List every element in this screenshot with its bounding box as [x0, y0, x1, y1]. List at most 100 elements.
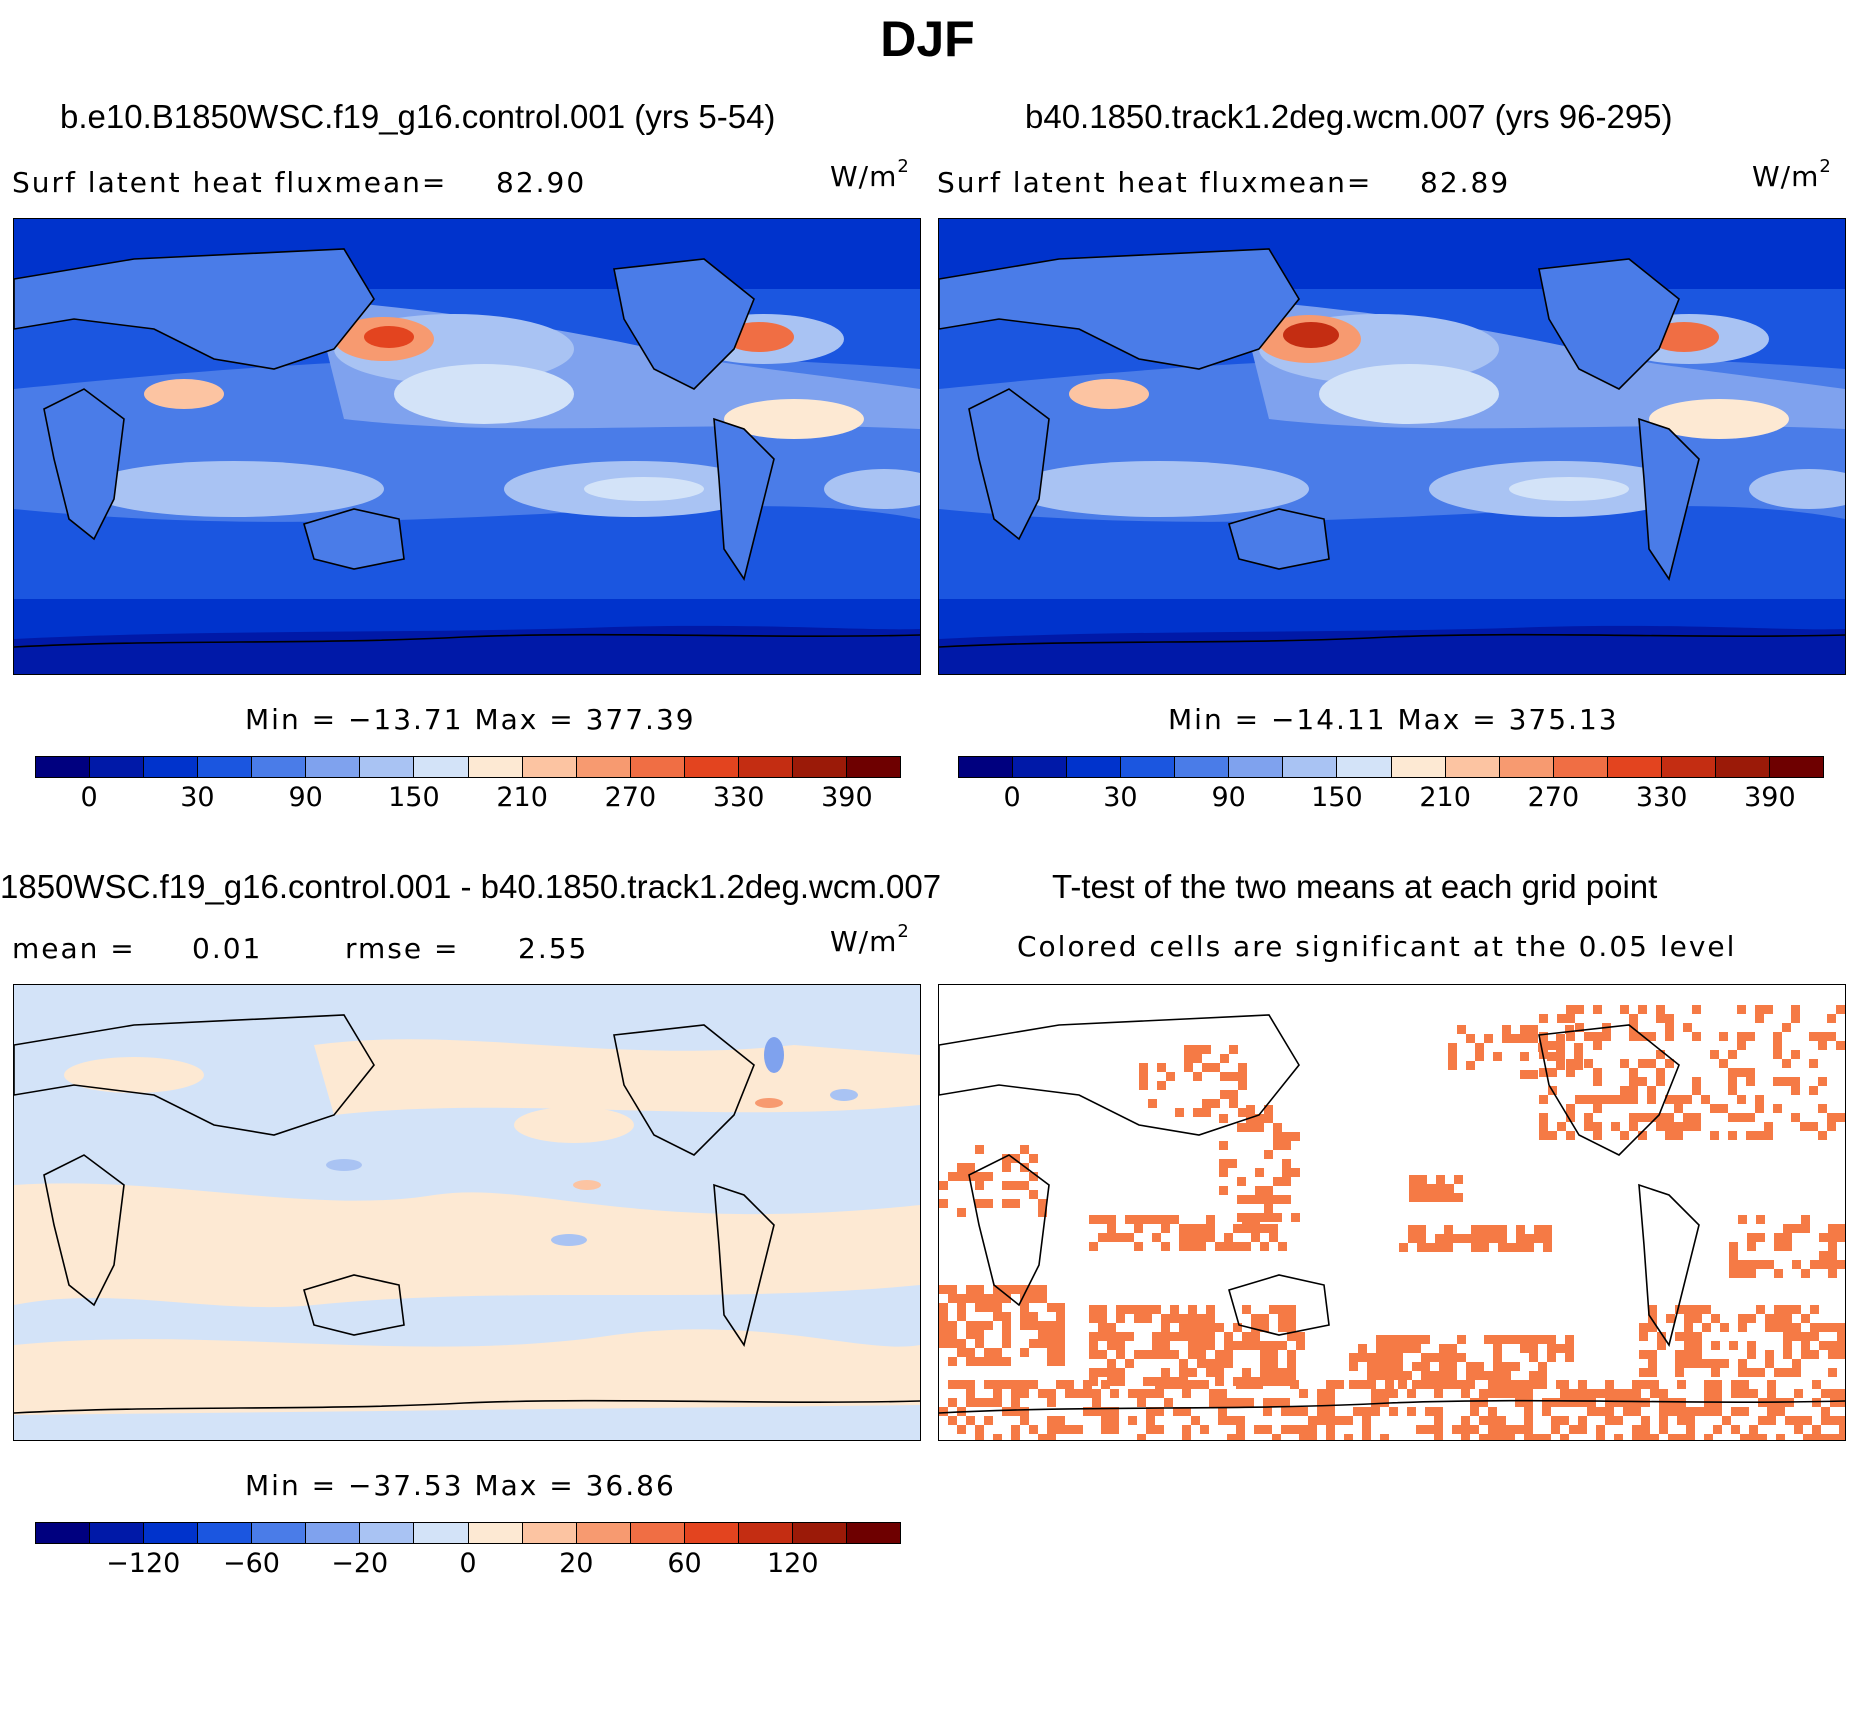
significant-cell	[1047, 1434, 1056, 1440]
significant-cell	[1755, 1005, 1764, 1014]
significant-cell	[1830, 1389, 1839, 1398]
significant-cell	[1125, 1332, 1134, 1341]
significant-cell	[1206, 1332, 1215, 1341]
significant-cell	[1394, 1362, 1403, 1371]
panel1-colorbar	[35, 756, 901, 778]
significant-cell	[1520, 1335, 1529, 1344]
significant-cell	[1675, 1368, 1684, 1377]
significant-cell	[1620, 1005, 1629, 1014]
significant-cell	[1803, 1434, 1812, 1440]
significant-cell	[1566, 1059, 1575, 1068]
significant-cell	[1764, 1005, 1773, 1014]
significant-cell	[1233, 1242, 1242, 1251]
significant-cell	[1296, 1332, 1305, 1341]
significant-cell	[957, 1208, 966, 1217]
significant-cell	[1538, 1362, 1547, 1371]
significant-cell	[1587, 1398, 1596, 1407]
significant-cell	[1229, 1045, 1238, 1054]
significant-cell	[1828, 1260, 1837, 1269]
significant-cell	[1143, 1215, 1152, 1224]
cbar2-cell	[959, 757, 1014, 777]
significant-cell	[1011, 1380, 1020, 1389]
significant-cell	[1719, 1059, 1728, 1068]
significant-cell	[1665, 1014, 1674, 1023]
significant-cell	[1371, 1398, 1380, 1407]
panel1-field-satl	[824, 469, 920, 509]
significant-cell	[1704, 1407, 1713, 1416]
significant-cell	[993, 1357, 1002, 1366]
significant-cell	[1511, 1362, 1520, 1371]
significant-cell	[1593, 1104, 1602, 1113]
significant-cell	[1002, 1407, 1011, 1416]
cbar3-cell	[144, 1523, 199, 1543]
significant-cell	[966, 1357, 975, 1366]
significant-cell	[1746, 1113, 1755, 1122]
panel3-units-exp: 2	[897, 921, 910, 942]
ticks3-label: 20	[559, 1548, 594, 1579]
significant-cell	[1539, 1068, 1548, 1077]
significant-cell	[1785, 1416, 1794, 1425]
significant-cell	[1092, 1398, 1101, 1407]
significant-cell	[1837, 1233, 1845, 1242]
significant-cell	[1011, 1154, 1020, 1163]
significant-cell	[1206, 1215, 1215, 1224]
significant-cell	[1417, 1243, 1426, 1252]
significant-cell	[1182, 1407, 1191, 1416]
significant-cell	[1648, 1314, 1657, 1323]
panel2-variable-label: Surf latent heat fluxmean=	[937, 166, 1373, 199]
significant-cell	[1427, 1193, 1436, 1202]
significant-cell	[1783, 1305, 1792, 1314]
significant-cell	[1755, 1131, 1764, 1140]
significant-cell	[1620, 1095, 1629, 1104]
significant-cell	[1614, 1434, 1623, 1440]
significant-cell	[1101, 1425, 1110, 1434]
significant-cell	[1206, 1359, 1215, 1368]
significant-cell	[1101, 1416, 1110, 1425]
significant-cell	[1810, 1323, 1819, 1332]
significant-cell	[1737, 1095, 1746, 1104]
panel4-south-america	[1638, 1183, 1700, 1347]
significant-cell	[1089, 1377, 1098, 1386]
significant-cell	[1385, 1380, 1394, 1389]
panel2-field-trade-atl	[1649, 399, 1789, 439]
significant-cell	[1278, 1377, 1287, 1386]
significant-cell	[1520, 1052, 1529, 1061]
ticks2-label: 270	[1527, 782, 1580, 813]
significant-cell	[1407, 1407, 1416, 1416]
significant-cell	[1783, 1233, 1792, 1242]
significant-cell	[1448, 1344, 1457, 1353]
significant-cell	[1229, 1072, 1238, 1081]
significant-cell	[1524, 1434, 1533, 1440]
significant-cell	[1137, 1398, 1146, 1407]
significant-cell	[1376, 1371, 1385, 1380]
panel1-field-pac-core	[584, 477, 704, 501]
significant-cell	[1448, 1043, 1457, 1052]
significant-cell	[1161, 1332, 1170, 1341]
significant-cell	[1731, 1389, 1740, 1398]
significant-cell	[1713, 1407, 1722, 1416]
ticks3-label: 60	[667, 1548, 702, 1579]
significant-cell	[948, 1285, 957, 1294]
significant-cell	[1056, 1416, 1065, 1425]
significant-cell	[1574, 1052, 1583, 1061]
significant-cell	[1666, 1314, 1675, 1323]
significant-cell	[1557, 1122, 1566, 1131]
significant-cell	[1665, 1032, 1674, 1041]
significant-cell	[1209, 1398, 1218, 1407]
significant-cell	[1767, 1407, 1776, 1416]
significant-cell	[1220, 1072, 1229, 1081]
significant-cell	[1182, 1380, 1191, 1389]
significant-cell	[966, 1380, 975, 1389]
significant-cell	[1287, 1314, 1296, 1323]
significant-cell	[1525, 1243, 1534, 1252]
significant-cell	[1173, 1380, 1182, 1389]
significant-cell	[1011, 1389, 1020, 1398]
significant-cell	[948, 1172, 957, 1181]
significant-cell	[966, 1285, 975, 1294]
significant-cell	[1479, 1398, 1488, 1407]
significant-cell	[1291, 1213, 1300, 1222]
significant-cell	[1488, 1380, 1497, 1389]
significant-cell	[1448, 1380, 1457, 1389]
significant-cell	[1453, 1234, 1462, 1243]
significant-cell	[1408, 1234, 1417, 1243]
